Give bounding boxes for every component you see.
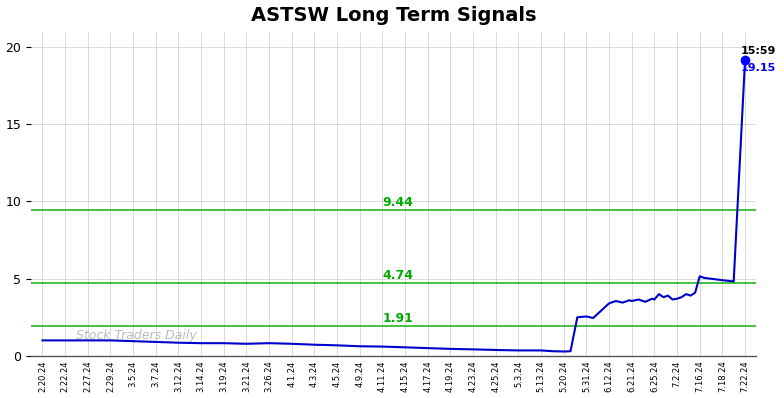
Text: 9.44: 9.44 [383, 196, 413, 209]
Title: ASTSW Long Term Signals: ASTSW Long Term Signals [251, 6, 536, 25]
Text: 1.91: 1.91 [383, 312, 413, 326]
Text: 4.74: 4.74 [383, 269, 413, 282]
Text: 15:59: 15:59 [741, 46, 776, 56]
Text: 19.15: 19.15 [741, 62, 775, 72]
Text: Stock Traders Daily: Stock Traders Daily [77, 329, 198, 342]
